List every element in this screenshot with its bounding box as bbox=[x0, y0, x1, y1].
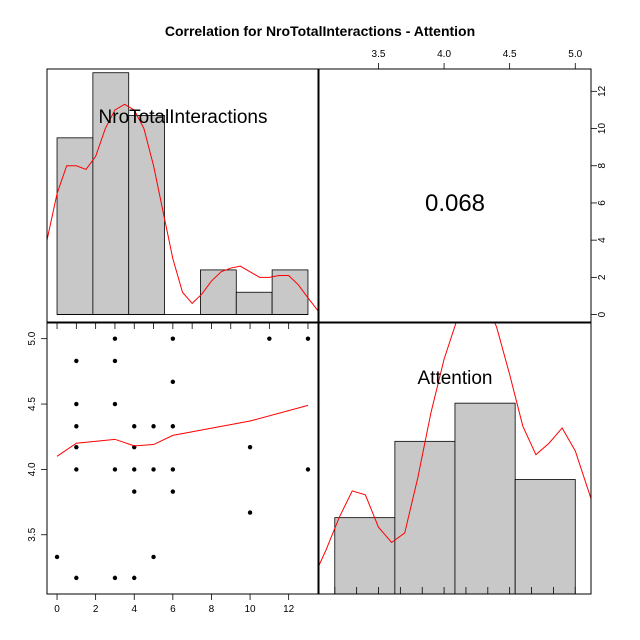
histogram-bar bbox=[334, 517, 396, 595]
axis-tick-label: 8 bbox=[597, 163, 608, 169]
scatter-point bbox=[112, 336, 118, 341]
histogram-attention-bars bbox=[334, 402, 576, 595]
axis-tick-label: 2 bbox=[93, 604, 99, 615]
scatter-point bbox=[132, 467, 137, 472]
loess-line bbox=[56, 404, 309, 457]
panel-bottom-left-scatter bbox=[46, 322, 319, 595]
density-line bbox=[47, 103, 318, 312]
axis-tick-label: 6 bbox=[597, 200, 608, 206]
axis-tick-label: 6 bbox=[170, 604, 176, 615]
scatter-point bbox=[247, 444, 253, 450]
correlation-value: 0.068 bbox=[425, 190, 485, 217]
axis-tick-label: 10 bbox=[244, 604, 256, 615]
scatter-point bbox=[132, 489, 137, 494]
scatter-point bbox=[170, 424, 176, 429]
scatter-point bbox=[247, 510, 253, 515]
axis-tick-label: 12 bbox=[283, 604, 295, 615]
axis-tick-label: 4.0 bbox=[27, 462, 38, 476]
scatter-point bbox=[170, 379, 176, 385]
panel-top-right-correlation: 0.068 bbox=[318, 68, 592, 323]
scatter-point bbox=[112, 401, 118, 407]
scatter-point bbox=[74, 575, 79, 581]
scatter-point bbox=[267, 336, 272, 341]
scatter-point bbox=[74, 358, 79, 364]
scatter-point bbox=[112, 358, 118, 364]
x-axis-top: 3.5 4.0 4.5 5.0 bbox=[372, 49, 583, 70]
scatter-points bbox=[54, 336, 311, 581]
axis-tick-label: 0 bbox=[597, 311, 608, 317]
density-curve-nro bbox=[47, 103, 318, 312]
histogram-bar bbox=[56, 137, 94, 315]
y-axis-right: 0 2 4 6 8 10 12 bbox=[590, 85, 608, 317]
density-curve-attention bbox=[319, 323, 591, 566]
scatter-point bbox=[112, 575, 118, 581]
histogram-bar bbox=[235, 291, 273, 315]
axis-tick-label: 4 bbox=[597, 237, 608, 243]
histogram-bar bbox=[92, 72, 130, 315]
scatter-point bbox=[74, 444, 79, 450]
scatter-point bbox=[54, 554, 60, 560]
histogram-bar bbox=[200, 269, 237, 315]
axis-tick-label: 0 bbox=[54, 604, 60, 615]
axis-tick-label: 3.5 bbox=[27, 527, 38, 541]
axis-tick-label: 4.5 bbox=[27, 397, 38, 411]
axis-tick-label: 2 bbox=[597, 274, 608, 280]
scatter-point bbox=[305, 336, 311, 341]
axis-tick-label: 8 bbox=[209, 604, 215, 615]
axis-tick-label: 4 bbox=[131, 604, 137, 615]
scatter-point bbox=[112, 467, 118, 472]
variable-label-nro: NroTotalInteractions bbox=[99, 107, 268, 128]
scatter-point bbox=[74, 424, 79, 429]
variable-label-attention: Attention bbox=[418, 368, 493, 389]
scatter-point bbox=[132, 575, 137, 581]
panel-top-left-histogram: NroTotalInteractions bbox=[46, 68, 319, 329]
scatter-point bbox=[305, 467, 311, 472]
density-line bbox=[319, 323, 591, 566]
axis-tick-label: 12 bbox=[597, 85, 608, 97]
axis-tick-label: 5.0 bbox=[27, 331, 38, 345]
panel-bottom-right-histogram: Attention bbox=[318, 322, 592, 595]
axis-tick-label: 3.5 bbox=[372, 49, 386, 60]
axis-tick-label: 4.5 bbox=[503, 49, 517, 60]
scatter-point bbox=[132, 424, 137, 429]
scatter-point bbox=[74, 401, 79, 407]
histogram-minor-ticks bbox=[334, 587, 576, 594]
scatter-point bbox=[151, 424, 156, 429]
panel-frame-top-left bbox=[46, 68, 319, 323]
chart-title: Correlation for NroTotalInteractions - A… bbox=[165, 23, 475, 39]
histogram-bar bbox=[514, 479, 576, 595]
axis-tick-label: 10 bbox=[597, 123, 608, 135]
loess-smooth-line bbox=[56, 404, 309, 457]
panel-frame-bottom-right bbox=[318, 322, 592, 595]
scatter-point bbox=[170, 336, 176, 341]
axis-tick-label: 5.0 bbox=[568, 49, 582, 60]
scatter-point bbox=[170, 467, 176, 472]
histogram-bar bbox=[128, 115, 165, 315]
x-axis-bottom: 0 2 4 6 8 10 12 bbox=[54, 593, 295, 615]
panel-frame-bottom-left bbox=[46, 322, 319, 595]
scatter-point bbox=[74, 467, 79, 472]
histogram-bar bbox=[454, 402, 516, 595]
scatter-point bbox=[151, 554, 156, 560]
scatter-point bbox=[170, 489, 176, 494]
axis-tick-label: 4.0 bbox=[437, 49, 451, 60]
y-axis-left: 3.5 4.0 4.5 5.0 bbox=[27, 331, 48, 542]
histogram-nro-bars bbox=[56, 72, 309, 315]
scatter-point bbox=[151, 467, 156, 472]
histogram-bar bbox=[394, 440, 456, 595]
